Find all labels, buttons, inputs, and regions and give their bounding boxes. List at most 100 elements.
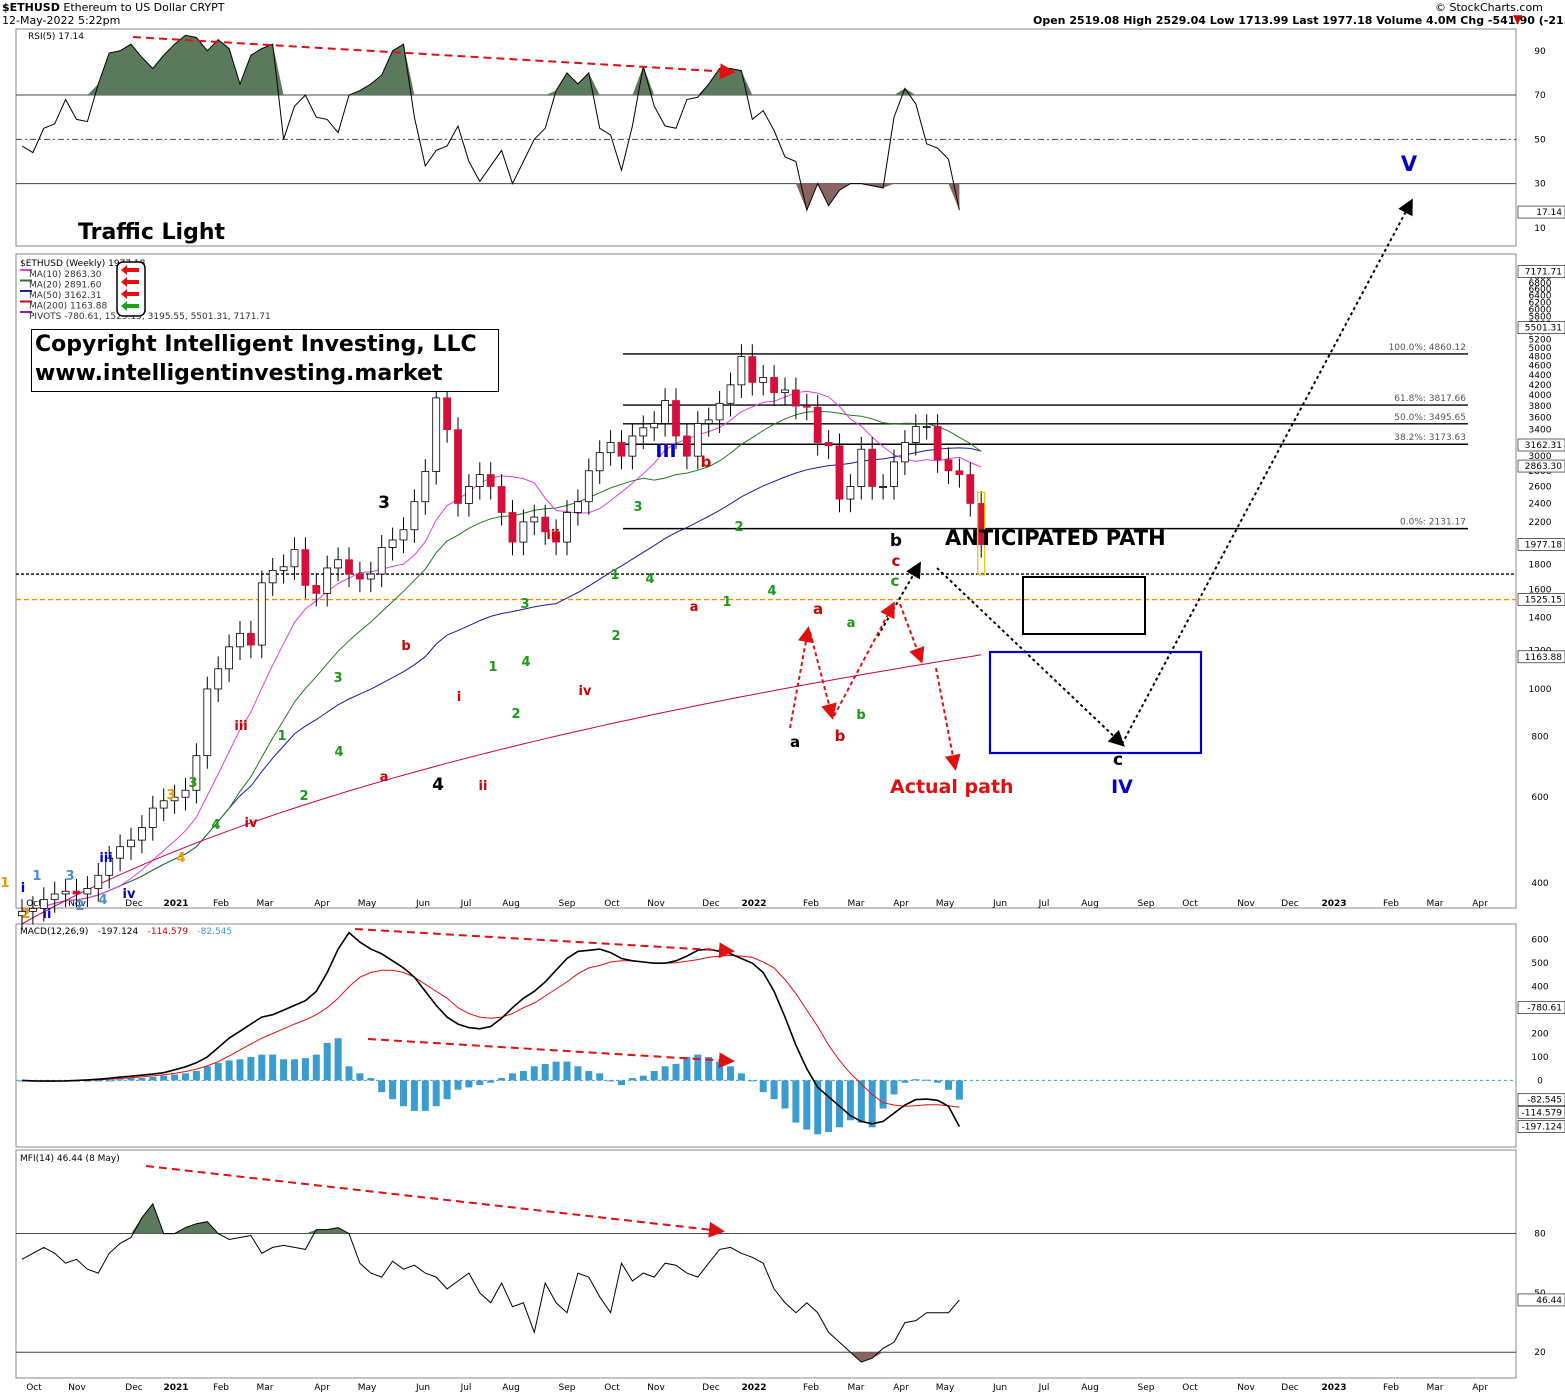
macd-hist-bar: [727, 1066, 734, 1081]
candle-body: [606, 442, 615, 454]
macd-hist-bar: [367, 1078, 375, 1081]
macd-hist-bar: [585, 1071, 593, 1081]
candle-body: [737, 356, 746, 386]
candle-body: [846, 486, 855, 500]
candle-body: [454, 429, 462, 504]
macd-hist-bar: [814, 1080, 822, 1135]
rsi-last-label: 17.14: [1536, 208, 1562, 218]
mfi-x-tick-label: Apr: [1472, 1383, 1488, 1393]
fib-label: 0.0%: 2131.17: [1400, 518, 1466, 528]
path-leg-final-arrow: [1121, 198, 1413, 745]
candle-body: [781, 389, 789, 393]
wave-label: 1: [722, 595, 731, 610]
mfi-x-tick-label: Jul: [460, 1383, 472, 1393]
wave-label: 3: [188, 776, 197, 791]
price-x-tick-label: Dec: [1281, 899, 1298, 909]
macd-hist-bar: [291, 1059, 298, 1081]
macd-right-label: -197.124: [1522, 1123, 1563, 1133]
candle-body: [116, 846, 124, 859]
price-legend-item: MA(200) 1163.88: [29, 302, 107, 312]
mfi-x-tick-label: Nov: [647, 1383, 665, 1393]
copyright-line: Copyright Intelligent Investing, LLC: [35, 332, 477, 357]
mfi-frame: [15, 1149, 1517, 1379]
mfi-legend: MFI(14) 46.44 (8 May): [20, 1154, 120, 1164]
macd-hist-bar: [280, 1059, 288, 1081]
candle-body: [541, 516, 550, 533]
wave-label: iii: [99, 851, 112, 866]
actual-leg-arrow: [789, 626, 814, 729]
macd-hist-bar: [182, 1073, 189, 1081]
macd-hist-bar: [323, 1042, 331, 1081]
macd-hist-bar: [356, 1073, 364, 1081]
candle-body: [955, 470, 964, 476]
candle-body: [290, 549, 299, 568]
macd-hist-bar: [901, 1080, 909, 1083]
price-right-label: 5501.31: [1525, 324, 1562, 334]
price-x-tick-label: Aug: [1081, 899, 1099, 909]
macd-hist-bar: [334, 1038, 342, 1081]
path-leg-down-arrow: [936, 567, 1125, 747]
candle-body: [246, 632, 255, 646]
price-tick-label: 6600: [1529, 285, 1552, 295]
mfi-x-tick-label: 2022: [741, 1383, 766, 1393]
candle-body: [225, 646, 234, 670]
rsi-tick-label: 70: [1534, 91, 1546, 101]
wave-label: 4: [645, 572, 654, 587]
green-light-arrow-icon: [121, 301, 139, 311]
price-x-tick-label: Mar: [1427, 899, 1444, 909]
ma200-line: [21, 654, 982, 925]
candle-body: [639, 427, 648, 437]
wave-label: a: [690, 600, 699, 615]
candle-body: [508, 512, 517, 543]
wave-label: c: [892, 552, 901, 570]
candle-body: [148, 807, 157, 828]
candle-body: [650, 423, 659, 429]
mfi-x-tick-label: Aug: [502, 1383, 520, 1393]
macd-right-label: -780.61: [1527, 1004, 1562, 1014]
price-tick-label: 6400: [1529, 292, 1552, 302]
wave-label: c: [891, 572, 900, 590]
wave-label: III: [655, 440, 676, 462]
macd-hist-bar: [389, 1080, 397, 1100]
price-legend-item: MA(20) 2891.60: [29, 281, 102, 291]
macd-hist-bar: [846, 1080, 854, 1121]
wave-label: 4: [176, 851, 185, 866]
macd-right-label-tag: [1517, 1001, 1565, 1015]
mfi-divergence-arrow: [145, 1165, 725, 1238]
price-x-tick-label: 2021: [163, 899, 188, 909]
candle-body: [563, 512, 571, 543]
macd-right-label-tag: [1517, 1093, 1565, 1107]
wave-label: a: [380, 770, 389, 785]
rsi-line: [21, 34, 960, 212]
mfi-x-tick-label: Oct: [26, 1383, 42, 1393]
wave-label: 4: [211, 818, 220, 833]
macd-hist-bar: [225, 1060, 233, 1081]
target-box-black: [1022, 576, 1146, 635]
candle-body: [214, 668, 223, 690]
mfi-x-tick-label: Dec: [702, 1383, 719, 1393]
rsi-oversold-fill: [22, 183, 960, 211]
mfi-x-tick-label: Oct: [604, 1383, 620, 1393]
macd-legend-item: -197.124: [98, 927, 139, 937]
mfi-x-tick-label: Dec: [125, 1383, 142, 1393]
candle-body: [486, 474, 495, 487]
macd-tick-label: 500: [1531, 959, 1548, 969]
header-symbol: $ETHUSD: [2, 1, 60, 14]
macd-hist-bar: [171, 1074, 179, 1081]
price-x-tick-label: Oct: [604, 899, 620, 909]
macd-hist-bar: [803, 1080, 811, 1130]
macd-tick-label: 600: [1531, 936, 1548, 946]
price-tick-label: 4000: [1529, 391, 1552, 401]
wave-label: 2: [734, 520, 743, 535]
price-tick-label: 3400: [1529, 426, 1552, 436]
candle-body: [879, 486, 887, 488]
quote-down-arrow-icon: ▼: [1513, 12, 1523, 26]
candle-body: [475, 474, 484, 487]
candle-body: [683, 435, 691, 457]
wave-label: 1: [610, 568, 619, 583]
candle-body: [181, 789, 190, 798]
price-x-tick-label: Apr: [1472, 899, 1488, 909]
macd-hist-bar: [487, 1080, 495, 1083]
mfi-x-tick-label: Nov: [1237, 1383, 1255, 1393]
price-right-label: 1977.18: [1525, 541, 1562, 551]
